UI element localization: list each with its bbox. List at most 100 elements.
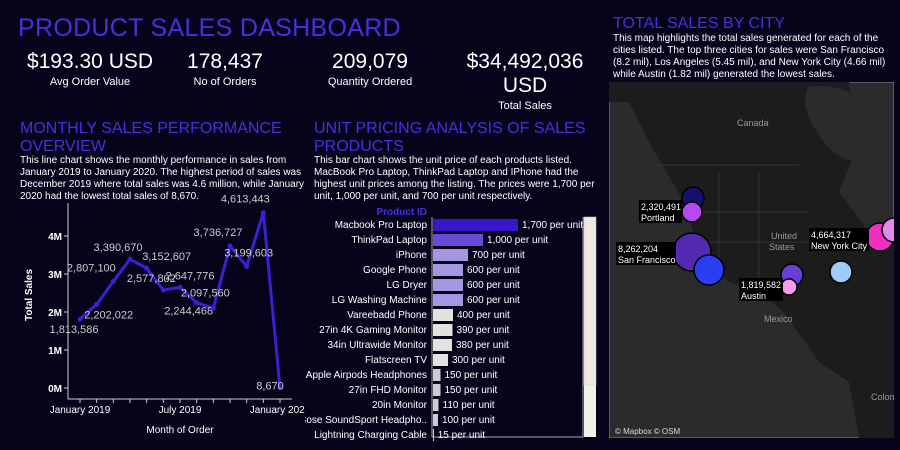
bar[interactable] [433, 399, 439, 411]
bar-category-label: iPhone [396, 250, 428, 261]
data-point[interactable] [94, 301, 100, 307]
dashboard-title: PRODUCT SALES DASHBOARD [18, 14, 401, 42]
data-point[interactable] [194, 300, 200, 306]
bar[interactable] [433, 369, 441, 381]
sales-line [79, 212, 282, 388]
bar[interactable] [433, 309, 453, 321]
map-label-us: United States [769, 231, 797, 252]
data-point[interactable] [277, 385, 283, 391]
bar-category-label: Google Phone [363, 265, 427, 276]
bar[interactable] [433, 414, 438, 426]
bar[interactable] [433, 279, 463, 291]
pricing-title: UNIT PRICING ANALYSIS OF SALES PRODUCTS [314, 120, 586, 155]
city-value: 4,664,317 [811, 230, 851, 240]
data-point[interactable] [210, 305, 216, 311]
city-name: Portland [641, 213, 675, 223]
data-label: 1,813,586 [50, 324, 99, 336]
bar[interactable] [433, 324, 453, 336]
bar-category-label: Flatscreen TV [365, 355, 427, 366]
kpi-total-sales: $34,492,036 USD Total Sales [445, 50, 605, 112]
city-name: Austin [741, 291, 766, 301]
map-label-canada: Canada [737, 118, 769, 128]
y-tick-label: 0M [48, 384, 62, 395]
data-point[interactable] [260, 210, 266, 216]
bar[interactable] [433, 339, 452, 351]
city-bubble[interactable] [693, 254, 725, 286]
bar-category-label: Macbook Pro Laptop [335, 220, 428, 231]
data-point[interactable] [177, 284, 183, 290]
bar-category-label: 20in Monitor [372, 400, 428, 411]
city-title: TOTAL SALES BY CITY [613, 15, 785, 32]
city-bubble[interactable] [881, 217, 894, 243]
bar-value-label: 150 per unit [445, 385, 498, 396]
bar-value-label: 110 per unit [443, 400, 495, 411]
data-label: 2,202,022 [84, 309, 133, 321]
bar[interactable] [433, 429, 434, 441]
bar-value-label: 700 per unit [472, 250, 525, 261]
kpi-value: 209,079 [332, 50, 408, 73]
bar-category-label: 27in FHD Monitor [349, 385, 428, 396]
bar-value-label: 15 per unit [438, 430, 485, 441]
scrollbar-thumb[interactable] [583, 216, 597, 386]
bar-category-label: 27in 4K Gaming Monitor [319, 325, 428, 336]
kpi-avg-order: $193.30 USD Avg Order Value [20, 50, 160, 88]
kpi-label: Avg Order Value [49, 76, 131, 88]
bar-category-label: Bose SoundSport Headpho.. [305, 415, 427, 426]
x-tick-label: January 2019 [50, 405, 111, 416]
city-bubble[interactable] [780, 278, 798, 296]
city-value: 2,320,491 [641, 202, 681, 212]
data-point[interactable] [110, 278, 116, 284]
bar-value-label: 380 per unit [456, 340, 509, 351]
x-axis-title: Month of Order [146, 425, 214, 436]
data-point[interactable] [244, 263, 250, 269]
y-tick-label: 4M [48, 232, 62, 243]
data-point[interactable] [144, 265, 150, 271]
bar[interactable] [433, 384, 441, 396]
bar[interactable] [433, 264, 463, 276]
data-label: 2,097,560 [181, 287, 230, 299]
map-attribution[interactable]: © Mapbox © OSM [615, 427, 680, 436]
line-chart: 0M 1M 2M 3M 4M January 2019 July 2019 January 2… [24, 195, 305, 436]
data-point[interactable] [77, 316, 83, 322]
data-label: 2,647,776 [166, 270, 215, 282]
kpi-value: 178,437 [187, 50, 263, 73]
bar-header: Product ID [376, 207, 427, 218]
city-description: This map highlights the total sales gene… [613, 33, 886, 80]
data-label: 2,244,468 [164, 306, 213, 318]
map-label-mexico: Mexico [764, 314, 793, 324]
monthly-description: This line chart shows the monthly perfor… [20, 155, 305, 202]
bar-value-label: 300 per unit [452, 355, 505, 366]
bar-category-label: Vareebadd Phone [347, 310, 427, 321]
bar-category-label: ThinkPad Laptop [351, 235, 427, 246]
bar[interactable] [433, 249, 468, 261]
bar[interactable] [433, 354, 448, 366]
data-label: 3,199,603 [224, 247, 273, 259]
x-tick-label: July 2019 [159, 405, 202, 416]
bar[interactable] [433, 219, 518, 231]
bar-value-label: 390 per unit [457, 325, 510, 336]
kpi-orders: 178,437 No of Orders [165, 50, 285, 88]
y-tick-label: 2M [48, 308, 62, 319]
bar-value-label: 150 per unit [445, 370, 498, 381]
bar-value-label: 600 per unit [467, 280, 520, 291]
data-label: 8,670 [256, 381, 284, 393]
data-label: 3,390,670 [94, 242, 143, 254]
bar[interactable] [433, 234, 483, 246]
y-axis-title: Total Sales [24, 269, 35, 321]
data-point[interactable] [127, 256, 133, 262]
kpi-label: Total Sales [498, 100, 552, 112]
bar-category-label: LG Washing Machine [332, 295, 428, 306]
bar-value-label: 400 per unit [457, 310, 510, 321]
data-label: 3,736,727 [194, 227, 243, 239]
city-bubble[interactable] [829, 260, 853, 284]
kpi-quantity: 209,079 Quantity Ordered [310, 50, 430, 88]
kpi-value: $193.30 USD [26, 50, 154, 73]
kpi-label: Quantity Ordered [327, 76, 413, 88]
city-value: 8,262,204 [618, 244, 658, 254]
data-point[interactable] [227, 243, 233, 249]
bar[interactable] [433, 294, 463, 306]
bar-value-label: 100 per unit [442, 415, 495, 426]
city-bubble[interactable] [681, 201, 703, 223]
data-point[interactable] [160, 287, 166, 293]
